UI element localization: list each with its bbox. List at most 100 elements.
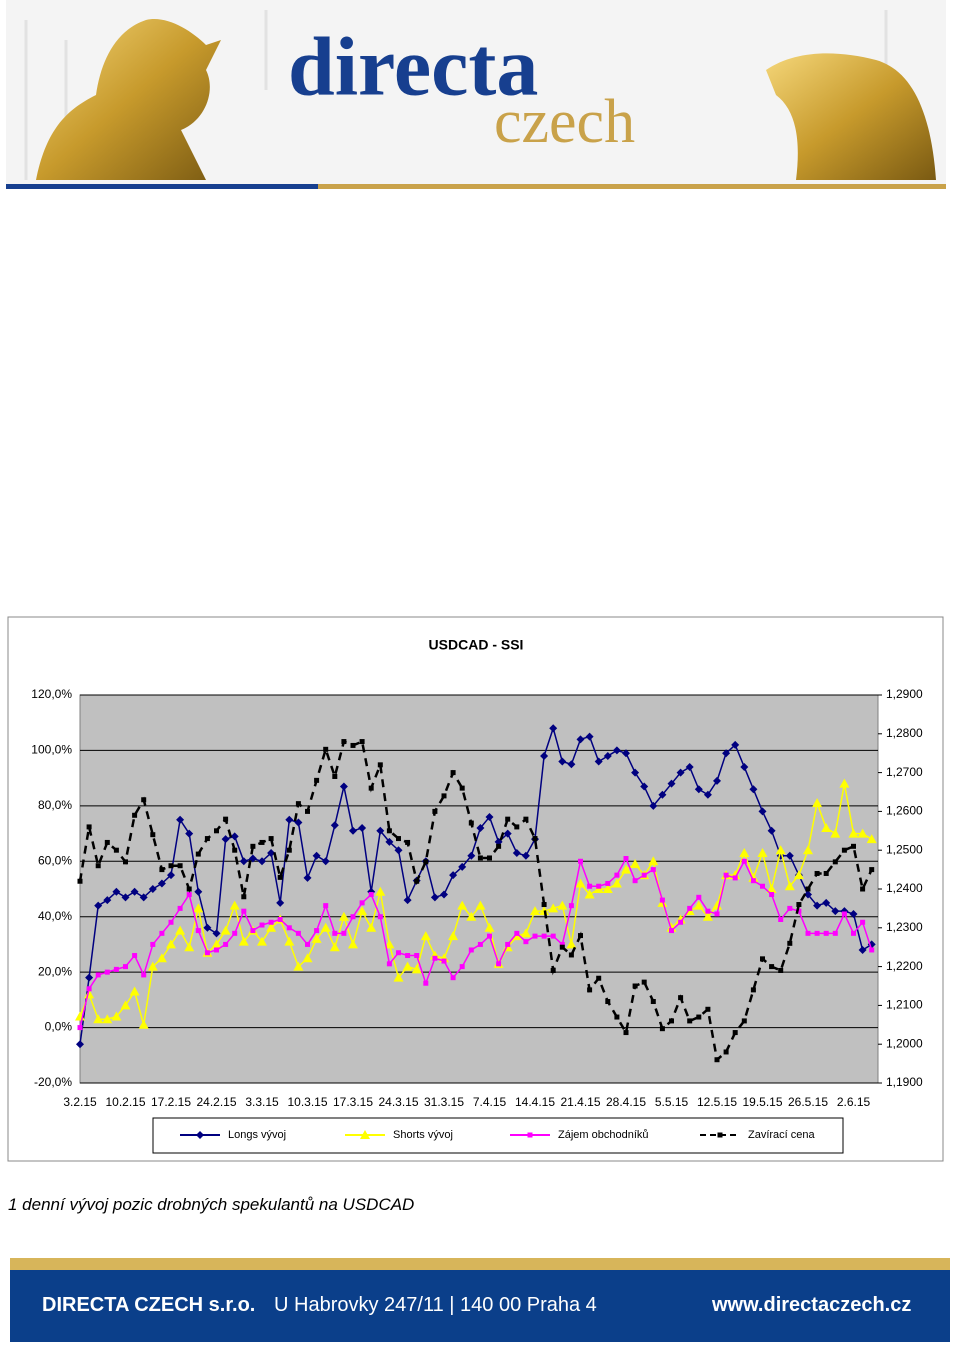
data-point bbox=[223, 941, 229, 947]
data-point bbox=[214, 828, 219, 834]
data-point bbox=[104, 839, 110, 845]
data-point bbox=[813, 901, 822, 910]
data-point bbox=[250, 928, 256, 934]
data-point bbox=[177, 863, 183, 869]
data-point bbox=[86, 824, 92, 830]
data-point bbox=[221, 835, 230, 844]
data-point bbox=[659, 897, 665, 903]
data-point bbox=[587, 987, 593, 993]
legend-label: Longs vývoj bbox=[228, 1129, 286, 1141]
data-point bbox=[676, 768, 685, 777]
data-point bbox=[640, 782, 649, 791]
data-point bbox=[405, 839, 411, 845]
data-point bbox=[857, 828, 868, 838]
data-point bbox=[302, 953, 313, 963]
data-point bbox=[194, 887, 203, 896]
x-tick-label: 14.4.15 bbox=[515, 1095, 555, 1109]
x-tick-label: 3.3.15 bbox=[245, 1095, 279, 1109]
y-tick-label: -20,0% bbox=[34, 1075, 72, 1089]
y-tick-label: 40,0% bbox=[38, 909, 72, 923]
x-tick-label: 26.5.15 bbox=[788, 1095, 828, 1109]
data-point bbox=[796, 902, 802, 908]
series-line bbox=[79, 856, 873, 1028]
web: www.directaczech.cz bbox=[712, 1294, 912, 1316]
data-point bbox=[568, 903, 574, 909]
data-point bbox=[841, 911, 847, 917]
data-point bbox=[312, 851, 321, 860]
data-point bbox=[669, 1018, 674, 1024]
data-point bbox=[168, 863, 174, 869]
data-point bbox=[505, 941, 511, 947]
x-tick-label: 10.3.15 bbox=[287, 1095, 327, 1109]
data-point bbox=[177, 905, 183, 911]
data-point bbox=[648, 856, 659, 866]
legend-label: Zájem obchodníků bbox=[558, 1129, 649, 1141]
data-point bbox=[532, 933, 538, 939]
data-point bbox=[366, 922, 377, 932]
data-point bbox=[523, 816, 529, 822]
data-point bbox=[832, 859, 838, 865]
data-point bbox=[851, 843, 856, 849]
data-point bbox=[102, 1014, 113, 1024]
data-point bbox=[641, 979, 647, 985]
data-point bbox=[485, 812, 494, 821]
data-point bbox=[430, 893, 439, 902]
data-point bbox=[303, 873, 312, 882]
data-point bbox=[750, 987, 756, 993]
bear bbox=[766, 53, 936, 180]
data-point bbox=[250, 843, 256, 849]
data-point bbox=[232, 930, 238, 936]
data-point bbox=[650, 999, 656, 1005]
data-point bbox=[184, 942, 195, 952]
data-point bbox=[359, 739, 365, 745]
data-point bbox=[669, 928, 674, 934]
data-point bbox=[420, 931, 431, 941]
data-point bbox=[594, 757, 603, 766]
data-point bbox=[259, 839, 265, 845]
data-point bbox=[749, 785, 758, 794]
data-point bbox=[77, 878, 83, 884]
data-point bbox=[785, 851, 794, 860]
data-point bbox=[212, 929, 221, 938]
data-point bbox=[812, 798, 823, 808]
chart-title: USDCAD - SSI bbox=[429, 637, 524, 653]
data-point bbox=[157, 879, 166, 888]
data-point bbox=[321, 857, 330, 866]
data-point bbox=[230, 832, 239, 841]
data-point bbox=[138, 1019, 149, 1029]
data-point bbox=[277, 916, 283, 922]
data-point bbox=[150, 941, 156, 947]
data-point bbox=[612, 746, 621, 755]
data-point bbox=[778, 916, 784, 922]
data-point bbox=[376, 826, 385, 835]
data-point bbox=[204, 950, 210, 956]
data-point bbox=[402, 961, 413, 971]
data-point bbox=[95, 863, 101, 869]
data-point bbox=[831, 907, 840, 916]
data-point bbox=[693, 900, 704, 910]
data-point bbox=[394, 846, 403, 855]
data-point bbox=[821, 823, 832, 833]
data-point bbox=[94, 901, 103, 910]
y2-tick-label: 1,2800 bbox=[886, 726, 923, 740]
data-point bbox=[787, 905, 793, 911]
data-point bbox=[332, 773, 338, 779]
data-point bbox=[368, 785, 374, 791]
data-point bbox=[129, 986, 140, 996]
data-point bbox=[723, 1049, 729, 1055]
y-tick-label: 0,0% bbox=[45, 1020, 73, 1034]
y2-tick-label: 1,2300 bbox=[886, 920, 923, 934]
data-point bbox=[578, 933, 583, 939]
data-point bbox=[341, 930, 347, 936]
data-point bbox=[477, 855, 483, 861]
data-point bbox=[605, 999, 611, 1005]
data-point bbox=[650, 867, 656, 873]
data-point bbox=[559, 944, 565, 950]
data-point bbox=[632, 983, 638, 989]
x-tick-label: 17.3.15 bbox=[333, 1095, 373, 1109]
data-point bbox=[77, 1025, 83, 1031]
data-point bbox=[740, 763, 749, 772]
data-point bbox=[705, 908, 711, 914]
data-point bbox=[514, 824, 520, 830]
data-point bbox=[405, 953, 411, 959]
